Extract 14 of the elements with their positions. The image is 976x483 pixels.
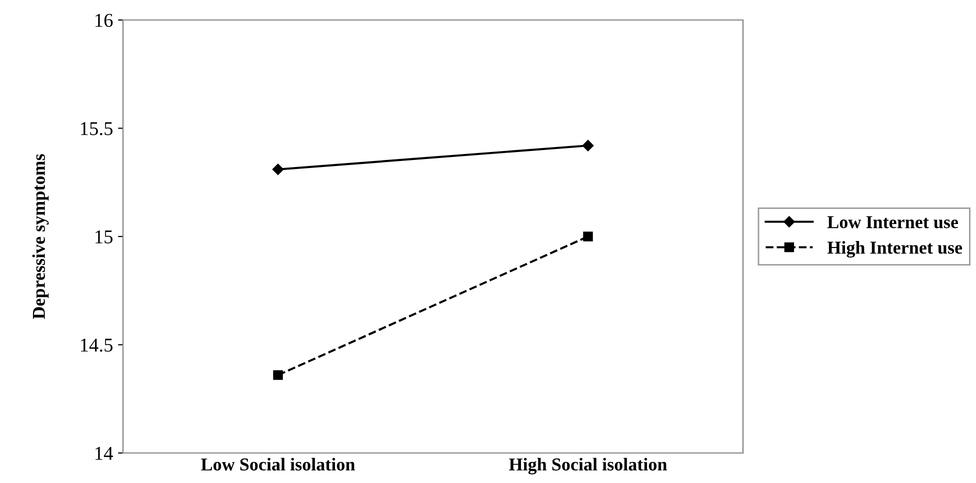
legend-label: Low Internet use (827, 216, 958, 228)
x-tick-label: High Social isolation (509, 458, 667, 474)
legend-label: High Internet use (827, 241, 962, 258)
y-tick-label: 16 (96, 14, 113, 27)
y-tick-label: 15.5 (80, 122, 113, 136)
point (272, 164, 284, 175)
point (582, 140, 594, 152)
y-axis-title: Depressive symptoms (32, 154, 49, 320)
y-tick-label: 14.5 (80, 338, 113, 352)
x-tick-label: Low Social isolation (201, 458, 355, 471)
y-tick-label: 15 (96, 230, 113, 244)
point (273, 370, 283, 380)
point (583, 232, 593, 242)
y-tick-label: 14 (96, 446, 113, 460)
